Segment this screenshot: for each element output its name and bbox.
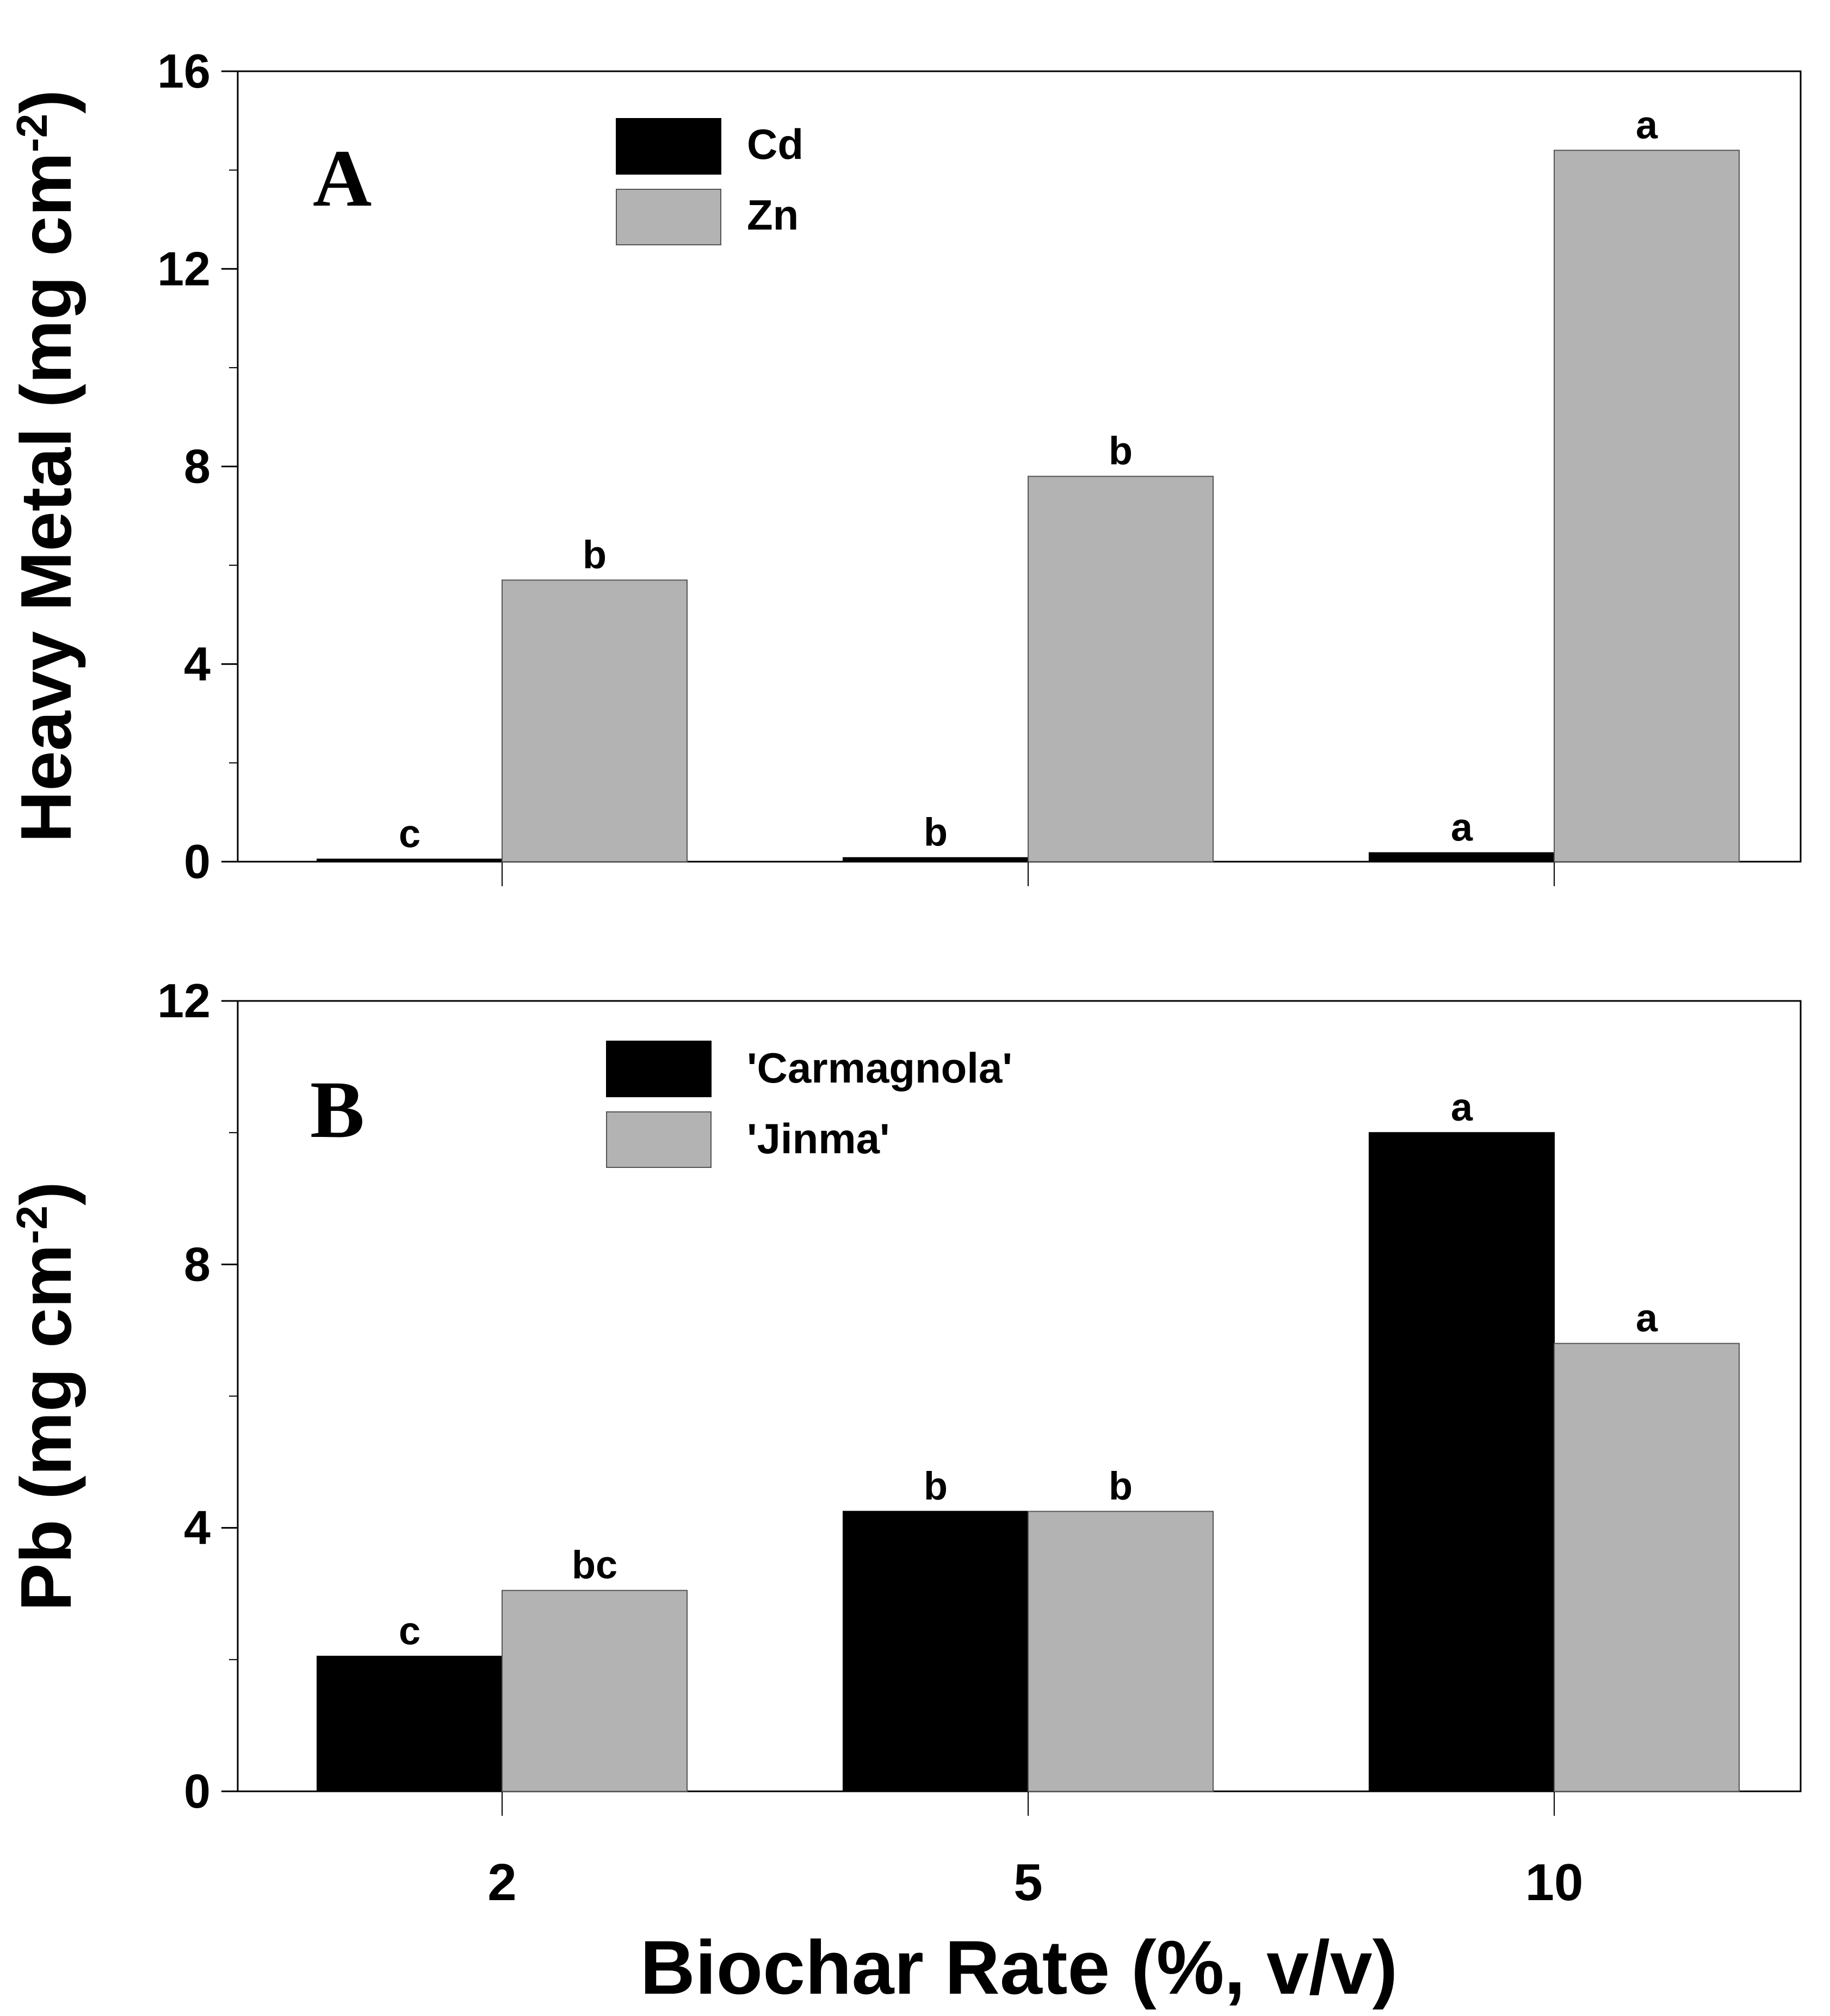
panel-a-label: A xyxy=(313,133,372,224)
panel-a-y-tick-label: 12 xyxy=(157,242,211,295)
panel-b-label: B xyxy=(310,1065,364,1155)
panel-b-y-ticks: 0 4 8 12 xyxy=(157,974,238,1818)
panel-a-significance-letter: b xyxy=(924,811,948,855)
x-axis-title: Biochar Rate (%, v/v) xyxy=(640,1925,1398,2010)
panel-a-bar-series1-5 xyxy=(843,857,1029,862)
panel-a-bar-series2-2 xyxy=(502,579,688,862)
legend-swatch-carmagnola xyxy=(606,1041,712,1097)
panel-b-bar-series2-5 xyxy=(1028,1511,1214,1792)
panel-a: 0 4 8 12 16 c b a b b a A Cd Zn Heavy Metal (mg c… xyxy=(6,44,1802,888)
panel-a-bar-series2-5 xyxy=(1028,475,1214,862)
panel-a-y-axis-title-main: Heavy Metal (mg cm xyxy=(6,152,86,843)
panel-a-y-axis-title: Heavy Metal (mg cm-2) xyxy=(6,90,86,843)
panel-a-bar-series1-2 xyxy=(317,858,503,862)
panel-b-bar-series2-2 xyxy=(502,1590,688,1792)
panel-b-y-axis-title-sup: -2 xyxy=(8,1205,56,1244)
panel-b-bar-series2-10 xyxy=(1554,1343,1740,1792)
panel-b-bar-series1-5 xyxy=(843,1511,1029,1792)
panel-a-significance-letter: c xyxy=(399,812,421,856)
panel-a-y-ticks: 0 4 8 12 16 xyxy=(157,44,238,888)
panel-a-y-axis-title-close: ) xyxy=(6,90,86,114)
panel-a-y-tick-label: 16 xyxy=(157,44,211,98)
panel-a-legend: Cd Zn xyxy=(616,118,803,245)
panel-b-y-tick-label: 12 xyxy=(157,974,211,1028)
panel-a-bars xyxy=(317,150,1740,863)
panel-b-y-tick-label: 8 xyxy=(184,1237,211,1291)
panel-b-y-axis-title-close: ) xyxy=(6,1182,86,1205)
panel-b-y-axis-title-main: Pb (mg cm xyxy=(6,1244,86,1611)
panel-a-bar-series1-10 xyxy=(1369,852,1555,863)
panel-b-x-ticks: 2 5 10 xyxy=(487,1791,1583,1912)
panel-b-significance-letter: a xyxy=(1451,1086,1473,1129)
legend-label-carmagnola: 'Carmagnola' xyxy=(747,1044,1012,1092)
panel-b-significance-letter: bc xyxy=(572,1544,617,1587)
panel-b-significance-letters: c b a bc b a xyxy=(399,1086,1658,1653)
panel-b-bar-series1-2 xyxy=(317,1655,503,1792)
x-tick-label: 5 xyxy=(1013,1853,1042,1912)
legend-swatch-cd xyxy=(616,118,721,175)
panel-a-x-ticks xyxy=(502,862,1555,886)
panel-a-significance-letter: b xyxy=(1109,430,1133,473)
panel-b-bars xyxy=(317,1132,1740,1792)
panel-a-y-tick-label: 0 xyxy=(184,834,211,888)
panel-a-significance-letter: a xyxy=(1636,103,1658,147)
x-tick-label: 10 xyxy=(1525,1853,1584,1912)
panel-b: 0 4 8 12 2 5 10 c b a bc b a B 'Carmagnola' 'Jinma… xyxy=(6,974,1802,2010)
panel-b-y-tick-label: 4 xyxy=(184,1501,211,1555)
panel-a-significance-letters: c b a b b a xyxy=(399,103,1658,856)
legend-swatch-jinma xyxy=(606,1111,712,1168)
panel-b-bar-series1-10 xyxy=(1369,1132,1555,1792)
panel-a-significance-letter: b xyxy=(583,533,607,577)
panel-a-significance-letter: a xyxy=(1451,806,1473,850)
panel-a-bar-series2-10 xyxy=(1554,150,1740,862)
panel-b-legend: 'Carmagnola' 'Jinma' xyxy=(606,1041,1012,1168)
x-tick-label: 2 xyxy=(487,1853,516,1912)
panel-b-significance-letter: a xyxy=(1636,1297,1658,1340)
panel-b-y-tick-label: 0 xyxy=(184,1764,211,1818)
panel-a-y-tick-label: 8 xyxy=(184,440,211,493)
panel-a-y-axis-title-sup: -2 xyxy=(8,114,56,152)
legend-label-zn: Zn xyxy=(747,191,799,239)
panel-b-significance-letter: c xyxy=(399,1610,421,1653)
legend-label-cd: Cd xyxy=(747,120,803,168)
panel-b-significance-letter: b xyxy=(924,1464,948,1508)
panel-b-significance-letter: b xyxy=(1109,1464,1133,1508)
panel-a-y-tick-label: 4 xyxy=(184,637,211,691)
legend-swatch-zn xyxy=(616,189,721,245)
legend-label-jinma: 'Jinma' xyxy=(747,1115,890,1162)
panel-b-y-axis-title: Pb (mg cm-2) xyxy=(6,1182,86,1611)
